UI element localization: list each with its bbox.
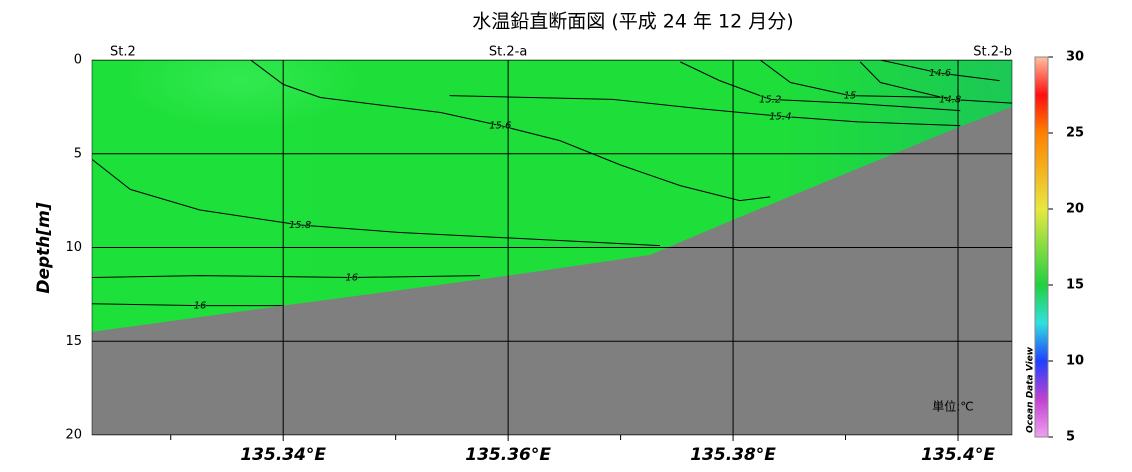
contour-label: 14.6 <box>929 68 951 79</box>
colorbar-tick-label: 5 <box>1066 430 1075 445</box>
unit-label: 単位:℃ <box>932 399 974 414</box>
contour-line <box>92 303 284 307</box>
contour-line <box>859 61 1012 104</box>
plot-frame <box>91 59 1013 436</box>
colorbar-tick-label: 10 <box>1066 354 1084 369</box>
contour-label: 16 <box>345 273 358 284</box>
contour-label: 15.8 <box>289 220 311 231</box>
colorbar-tick-label: 20 <box>1066 202 1084 217</box>
contour-label: 15.4 <box>769 111 791 122</box>
contour-line <box>92 275 481 279</box>
colorbar-tick-label: 30 <box>1066 50 1084 65</box>
y-tick-label: 10 <box>65 240 82 255</box>
colorbar-tick-label: 25 <box>1066 126 1084 141</box>
contour-line <box>679 61 961 112</box>
colorbar-tick-label: 15 <box>1066 278 1084 293</box>
y-axis-label: Depth[m] <box>34 202 54 294</box>
colorbar <box>1034 56 1049 438</box>
overlay: 0 5 10 15 20 135.34°E 135.36°E 135.38°E 135.4°E S… <box>65 45 1084 466</box>
contour-line <box>92 158 660 247</box>
contour-line <box>250 60 771 202</box>
x-tick-label: 135.34°E <box>240 445 326 465</box>
y-tick-label: 20 <box>65 428 82 443</box>
plot-area: 15.6 15.4 15.2 15 14.8 14.6 15.8 16 16 <box>92 60 1012 435</box>
seafloor <box>92 106 1012 435</box>
chart-title: 水温鉛直断面図 (平成 24 年 12 月分) <box>472 11 793 33</box>
y-tick-label: 15 <box>65 334 82 349</box>
station-label: St.2-a <box>489 45 527 60</box>
colorbar-label: Ocean Data View <box>1026 346 1036 433</box>
contour-label: 15.6 <box>489 121 511 132</box>
x-tick-label: 135.4°E <box>921 445 995 465</box>
x-tick-label: 135.36°E <box>465 445 551 465</box>
contour-line <box>449 95 961 127</box>
station-label: St.2 <box>110 45 136 60</box>
contour-label: 16 <box>194 301 207 312</box>
field-shade <box>120 60 360 130</box>
x-tick-label: 135.38°E <box>690 445 776 465</box>
contour-line <box>759 60 951 98</box>
contour-line <box>880 60 1000 82</box>
contour-label: 15.2 <box>759 94 781 105</box>
contour-label: 14.8 <box>939 94 961 105</box>
contour-label: 15 <box>844 91 857 102</box>
y-tick-label: 5 <box>74 146 82 161</box>
y-tick-label: 0 <box>74 53 82 68</box>
station-label: St.2-b <box>973 45 1012 60</box>
